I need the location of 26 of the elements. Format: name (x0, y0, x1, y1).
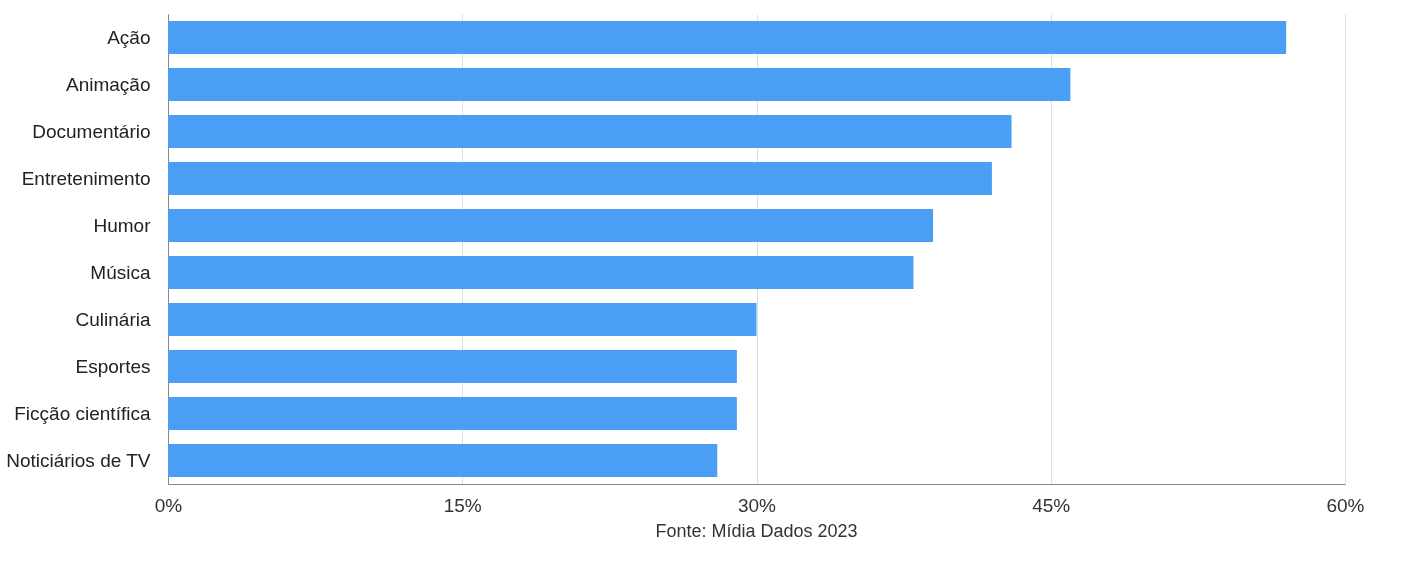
y-tick-label: Animação (66, 73, 151, 95)
x-tick-label: 15% (443, 494, 482, 516)
bar (168, 444, 718, 477)
bar (168, 21, 1287, 54)
y-tick-label: Música (90, 261, 151, 283)
y-tick-label: Entretenimento (21, 167, 151, 189)
bar (168, 256, 914, 289)
y-tick-label: Ação (107, 26, 151, 48)
y-tick-label: Documentário (32, 120, 151, 142)
bar (168, 397, 737, 430)
bar (168, 115, 1012, 148)
bar (168, 350, 737, 383)
x-tick-label: 30% (737, 494, 777, 516)
y-tick-label: Humor (93, 214, 152, 236)
y-tick-label: Noticiários de TV (6, 449, 151, 471)
y-tick-label: Esportes (75, 355, 151, 377)
y-tick-label: Ficção científica (14, 402, 151, 424)
x-tick-label: 45% (1032, 494, 1071, 516)
bar (168, 68, 1071, 101)
bar (168, 162, 992, 195)
y-tick-label: Culinária (75, 308, 151, 330)
bar (168, 209, 934, 242)
x-tick-label: 0% (154, 494, 183, 516)
bar (168, 303, 757, 336)
source-note: Fonte: Mídia Dados 2023 (655, 521, 858, 541)
x-tick-label: 60% (1326, 494, 1365, 516)
